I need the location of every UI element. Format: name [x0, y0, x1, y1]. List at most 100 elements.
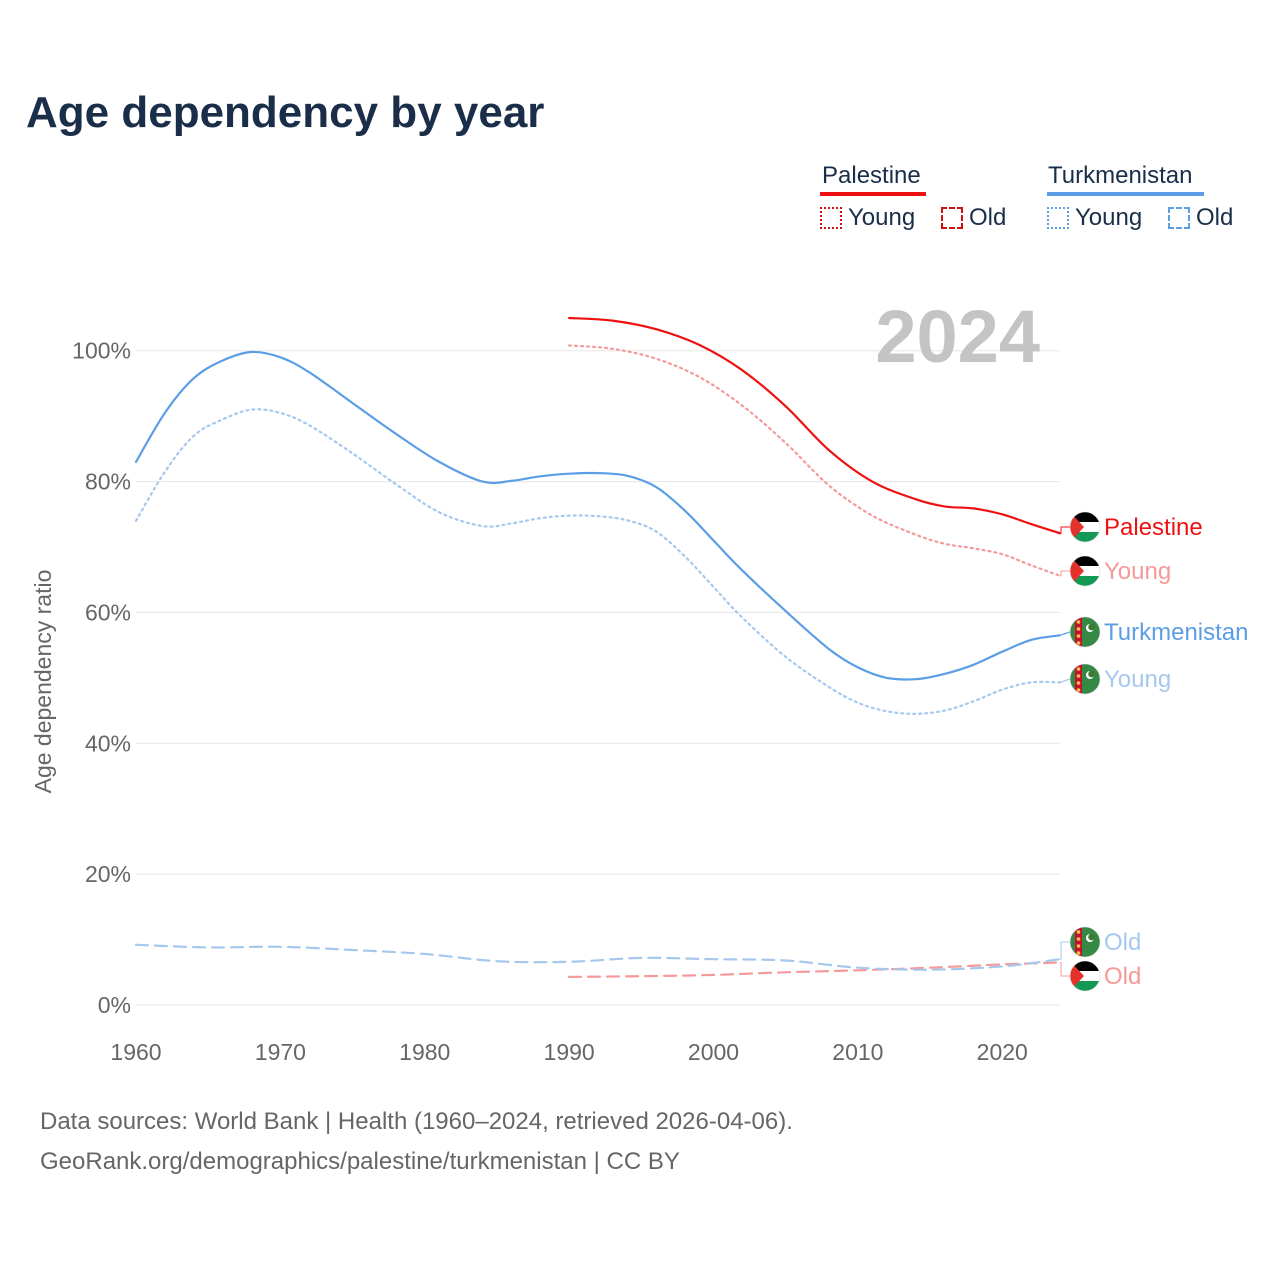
series-line-pse_total[interactable]: [568, 316, 1062, 535]
flag-gul: [1076, 620, 1081, 624]
palestine-flag-icon: [1069, 555, 1101, 587]
flag-triangle: [1070, 961, 1084, 991]
label-connector: [1060, 941, 1070, 960]
flag-body: [1070, 961, 1100, 991]
flag-carpet-band: [1075, 664, 1082, 694]
flag-carpet-band: [1075, 927, 1082, 957]
series-line-pse_old[interactable]: [568, 961, 1062, 978]
end-label-pse_old[interactable]: Old: [1104, 963, 1141, 990]
end-label-pse_young[interactable]: Young: [1104, 558, 1171, 585]
flag-body: [1070, 617, 1100, 647]
y-tick-label: 20%: [85, 861, 131, 887]
flag-ring: [1069, 555, 1101, 587]
year-watermark: 2024: [875, 295, 1040, 378]
x-tick-label: 2010: [832, 1039, 883, 1065]
flag-carpet-band: [1075, 617, 1082, 647]
flag-ring: [1069, 926, 1101, 958]
turkmenistan-flag-icon: [1069, 616, 1101, 648]
dotted-swatch-icon: [1047, 207, 1069, 229]
y-tick-label: 100%: [72, 338, 131, 364]
label-connector: [1059, 631, 1071, 636]
flag-stripe: [1070, 556, 1100, 566]
y-tick-label: 40%: [85, 730, 131, 756]
series-line-tkm_old[interactable]: [134, 943, 1062, 971]
flag-gul: [1076, 667, 1081, 671]
flag-triangle: [1070, 512, 1084, 542]
end-label-tkm_young[interactable]: Young: [1104, 666, 1171, 693]
x-tick-label: 1960: [110, 1039, 161, 1065]
flag-gul: [1076, 634, 1081, 638]
label-connector: [1060, 570, 1070, 577]
flag-crescent-cut: [1088, 933, 1095, 941]
x-tick-label: 2020: [977, 1039, 1028, 1065]
source-link[interactable]: GeoRank.org/demographics/palestine/turkm…: [40, 1148, 680, 1175]
legend-country-palestine[interactable]: Palestine: [822, 162, 921, 189]
flag-stripe: [1070, 971, 1100, 981]
flag-body: [1070, 927, 1100, 957]
flag-stripe: [1070, 981, 1100, 991]
series-line-tkm_total[interactable]: [134, 350, 1062, 681]
x-tick-label: 2000: [688, 1039, 739, 1065]
flag-stripe: [1070, 532, 1100, 542]
flag-gul: [1076, 930, 1081, 934]
palestine-flag-icon: [1069, 511, 1101, 543]
flag-body: [1070, 512, 1100, 542]
flag-body: [1070, 556, 1100, 586]
label-connector: [1059, 678, 1071, 684]
dotted-swatch-icon: [820, 207, 842, 229]
label-connector: [1060, 961, 1070, 977]
legend-turkmenistan-young[interactable]: Young: [1047, 204, 1142, 232]
turkmenistan-flag-icon: [1069, 926, 1101, 958]
flag-gul: [1076, 937, 1081, 941]
flag-stripe: [1070, 576, 1100, 586]
turkmenistan-flag-icon: [1069, 663, 1101, 695]
y-tick-label: 0%: [98, 992, 131, 1018]
y-tick-label: 60%: [85, 599, 131, 625]
flag-ring: [1069, 616, 1101, 648]
flag-stripe: [1070, 566, 1100, 576]
legend-palestine-young[interactable]: Young: [820, 204, 915, 232]
legend-label: Old: [969, 204, 1007, 231]
dashed-swatch-icon: [941, 207, 963, 229]
x-tick-label: 1990: [544, 1039, 595, 1065]
series-line-pse_young[interactable]: [568, 344, 1062, 577]
x-tick-label: 1980: [399, 1039, 450, 1065]
flag-crescent-cut: [1088, 670, 1095, 678]
label-connector: [1060, 526, 1070, 534]
flag-gul: [1076, 627, 1081, 631]
chart-title: Age dependency by year: [26, 88, 545, 137]
x-tick-label: 1970: [255, 1039, 306, 1065]
flag-ring: [1069, 960, 1101, 992]
end-label-tkm_old[interactable]: Old: [1104, 929, 1141, 956]
legend-country-turkmenistan[interactable]: Turkmenistan: [1048, 162, 1193, 189]
flag-stripe: [1070, 522, 1100, 532]
dashed-swatch-icon: [1168, 207, 1190, 229]
legend-label: Young: [848, 204, 916, 231]
flag-gul: [1076, 641, 1081, 645]
flag-ring: [1069, 511, 1101, 543]
end-label-pse_total[interactable]: Palestine: [1104, 514, 1203, 541]
legend-turkmenistan-old[interactable]: Old: [1168, 204, 1233, 232]
flag-gul: [1076, 951, 1081, 955]
flag-body: [1070, 664, 1100, 694]
legend-bar-palestine: [820, 192, 926, 196]
palestine-flag-icon: [1069, 960, 1101, 992]
y-tick-label: 80%: [85, 469, 131, 495]
series-line-tkm_young[interactable]: [134, 408, 1062, 715]
y-axis-label: Age dependency ratio: [30, 570, 56, 794]
end-label-tkm_total[interactable]: Turkmenistan: [1104, 619, 1249, 646]
flag-triangle: [1070, 556, 1084, 586]
flag-gul: [1076, 674, 1081, 678]
legend-bar-turkmenistan: [1047, 192, 1204, 196]
legend-label: Young: [1075, 204, 1143, 231]
flag-gul: [1076, 944, 1081, 948]
legend-palestine-old[interactable]: Old: [941, 204, 1006, 232]
flag-ring: [1069, 663, 1101, 695]
flag-gul: [1076, 681, 1081, 685]
flag-stripe: [1070, 961, 1100, 971]
source-line: Data sources: World Bank | Health (1960–…: [40, 1108, 793, 1135]
flag-gul: [1076, 688, 1081, 692]
legend-label: Old: [1196, 204, 1234, 231]
flag-stripe: [1070, 512, 1100, 522]
